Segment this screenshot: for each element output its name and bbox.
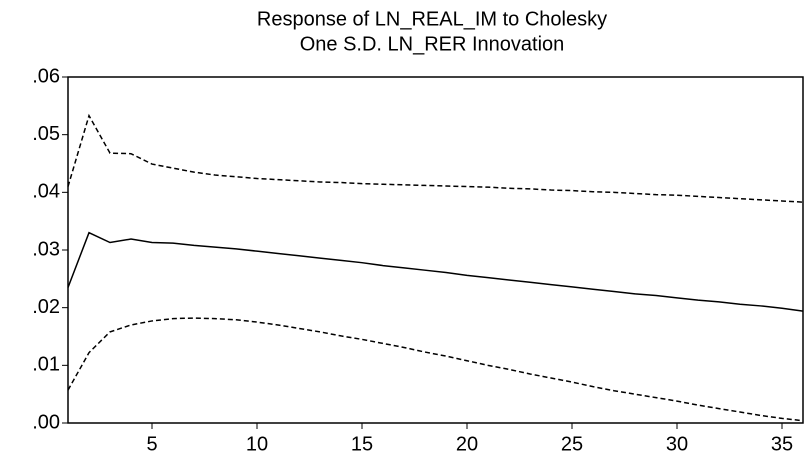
x-tick-label: 10 (246, 433, 268, 455)
y-tick-label: .01 (32, 354, 60, 376)
x-tick-label: 20 (456, 433, 478, 455)
plot-frame (67, 76, 804, 424)
chart-title: Response of LN_REAL_IM to Cholesky (257, 8, 607, 30)
series-line (67, 231, 804, 312)
y-tick-label: .05 (32, 123, 60, 145)
y-tick-label: .02 (32, 296, 60, 318)
y-tick-label: .06 (32, 65, 60, 87)
x-tick-label: 15 (351, 433, 373, 455)
chart-title: One S.D. LN_RER Innovation (300, 33, 565, 55)
y-tick-label: .03 (32, 238, 60, 260)
x-tick-label: 5 (146, 433, 157, 455)
y-tick-label: .04 (32, 181, 60, 203)
y-tick-label: .00 (32, 411, 60, 433)
series-line (67, 113, 804, 203)
x-tick-label: 30 (666, 433, 688, 455)
x-tick-label: 35 (771, 433, 793, 455)
series-line (67, 317, 804, 422)
x-tick-label: 25 (561, 433, 583, 455)
